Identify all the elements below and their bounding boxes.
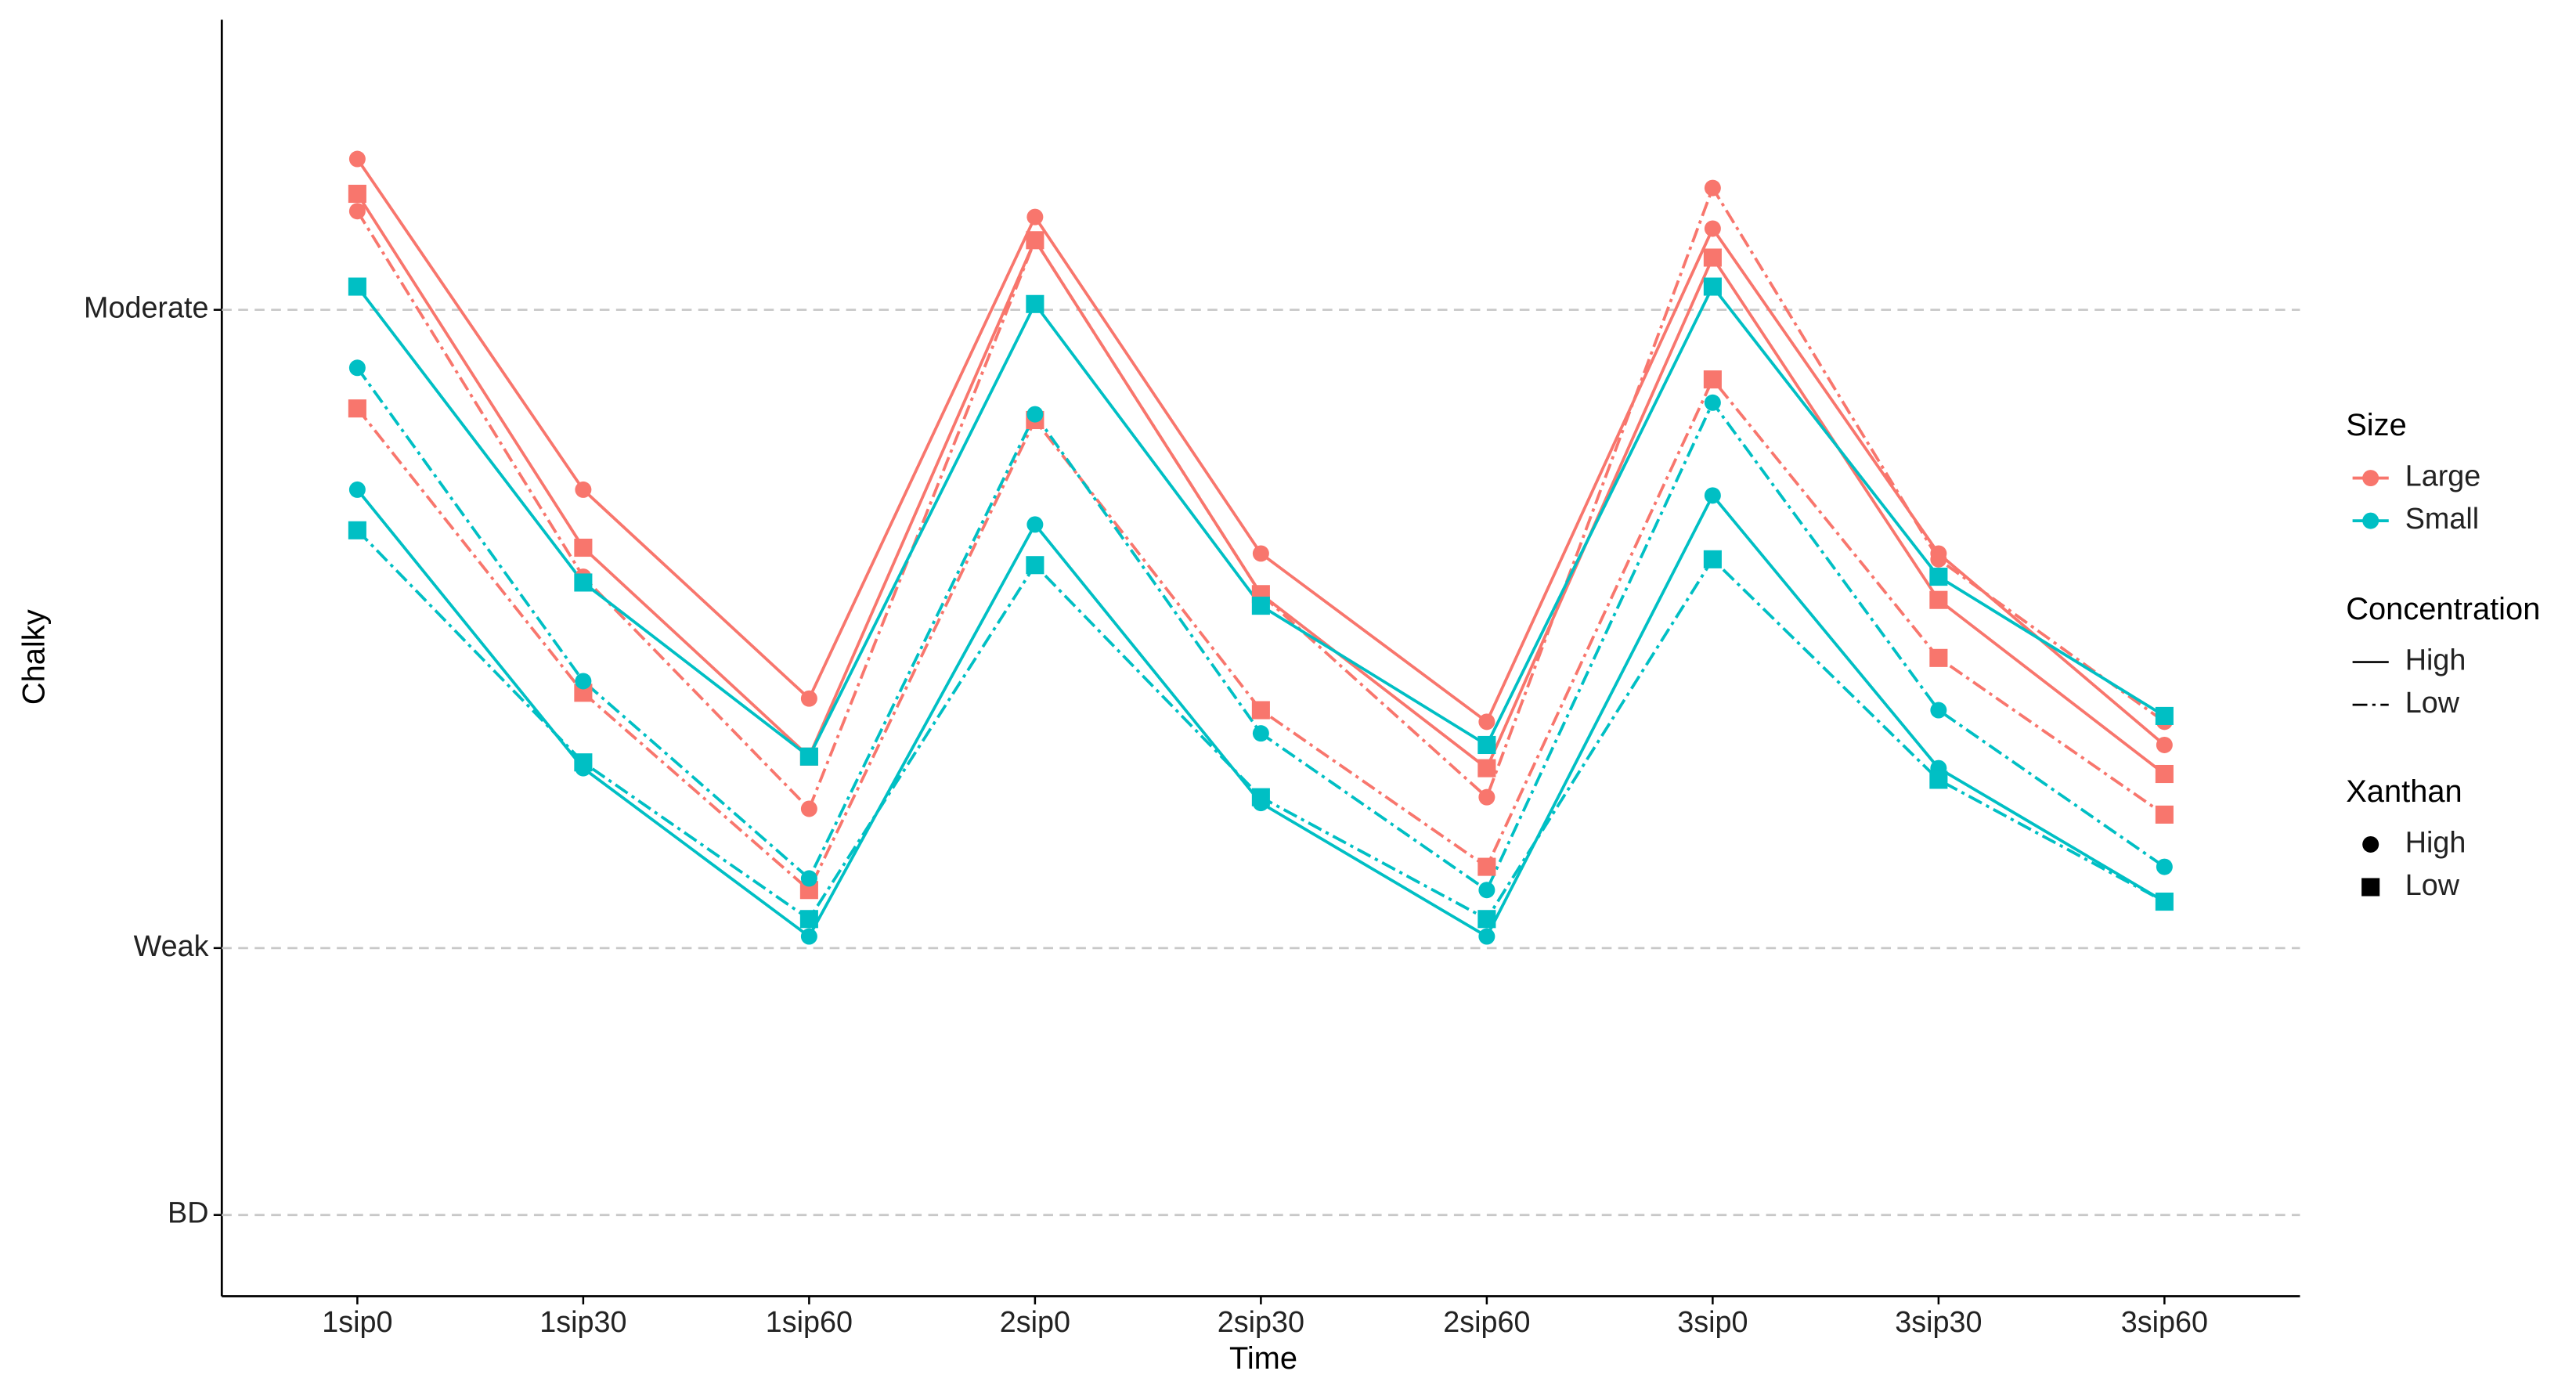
point [574, 573, 593, 592]
point [348, 481, 366, 498]
point [1704, 220, 1721, 237]
point [1251, 597, 1270, 615]
point [2155, 706, 2174, 725]
legend-label: High [2405, 644, 2466, 677]
x-tick-label: 2sip30 [1218, 1306, 1304, 1339]
point [1703, 277, 1722, 296]
x-axis-title: Time [1229, 1341, 1297, 1376]
point [1704, 394, 1721, 411]
point [1929, 568, 1948, 586]
series-line [355, 283, 2166, 759]
point [1252, 545, 1269, 562]
point [348, 203, 366, 220]
point [1478, 788, 1495, 806]
series-line [355, 184, 2166, 812]
legend-label: Large [2405, 460, 2481, 493]
point [575, 481, 592, 498]
point [2155, 764, 2174, 784]
point [1477, 759, 1496, 777]
point [1478, 713, 1495, 731]
legend-label: Small [2405, 503, 2479, 536]
legend-key [2362, 470, 2379, 487]
point [348, 277, 366, 296]
point [348, 521, 366, 539]
point [574, 538, 593, 557]
legend-label: Low [2405, 869, 2460, 902]
point [348, 150, 366, 168]
point [1026, 208, 1044, 225]
point [1251, 788, 1270, 806]
series-line [355, 157, 2166, 746]
point [1703, 550, 1722, 568]
point [575, 673, 592, 690]
point [2156, 736, 2173, 753]
legend-title: Xanthan [2346, 774, 2462, 809]
point [800, 800, 817, 817]
point [2156, 858, 2173, 875]
point [348, 399, 366, 418]
series-line [355, 366, 2166, 893]
point [1930, 702, 1947, 719]
point [1026, 556, 1044, 575]
point [1703, 370, 1722, 389]
point [348, 184, 366, 204]
legend-label: Low [2405, 687, 2460, 720]
point [2155, 805, 2174, 824]
y-axis-title: Chalky [17, 609, 52, 705]
point [800, 870, 817, 887]
point [1477, 735, 1496, 755]
x-tick-label: 1sip60 [766, 1306, 853, 1339]
series-line [355, 377, 2166, 893]
point [1026, 294, 1044, 313]
legend-key [2361, 878, 2380, 897]
point [2155, 893, 2174, 911]
point [1929, 648, 1948, 667]
legend-label: High [2405, 826, 2466, 859]
point [1478, 928, 1495, 945]
point [800, 690, 817, 707]
x-tick-label: 3sip0 [1677, 1306, 1748, 1339]
point [1477, 857, 1496, 876]
point [1704, 179, 1721, 197]
point [799, 910, 818, 929]
point [1251, 701, 1270, 720]
point [574, 684, 593, 702]
point [1929, 590, 1948, 609]
x-tick-label: 2sip0 [1000, 1306, 1070, 1339]
y-tick-label: Weak [134, 930, 209, 963]
point [1930, 550, 1947, 568]
point [1477, 910, 1496, 929]
point [574, 753, 593, 772]
x-tick-label: 2sip60 [1443, 1306, 1530, 1339]
legend-title: Size [2346, 408, 2407, 442]
point [348, 359, 366, 377]
legend-title: Concentration [2346, 592, 2540, 626]
x-tick-label: 3sip30 [1895, 1306, 1982, 1339]
point [799, 747, 818, 766]
point [799, 881, 818, 900]
point [1704, 487, 1721, 504]
point [1478, 882, 1495, 899]
point [1026, 406, 1044, 423]
legend-key [2362, 512, 2379, 529]
point [800, 928, 817, 945]
point [1929, 770, 1948, 789]
x-tick-label: 1sip0 [322, 1306, 392, 1339]
point [1252, 725, 1269, 742]
legend-key [2362, 835, 2379, 853]
y-tick-label: BD [168, 1197, 208, 1230]
point [1703, 248, 1722, 267]
y-tick-label: Moderate [84, 292, 208, 325]
point [1026, 232, 1044, 249]
x-tick-label: 3sip60 [2121, 1306, 2208, 1339]
point [1026, 516, 1044, 533]
x-tick-label: 1sip30 [539, 1306, 626, 1339]
